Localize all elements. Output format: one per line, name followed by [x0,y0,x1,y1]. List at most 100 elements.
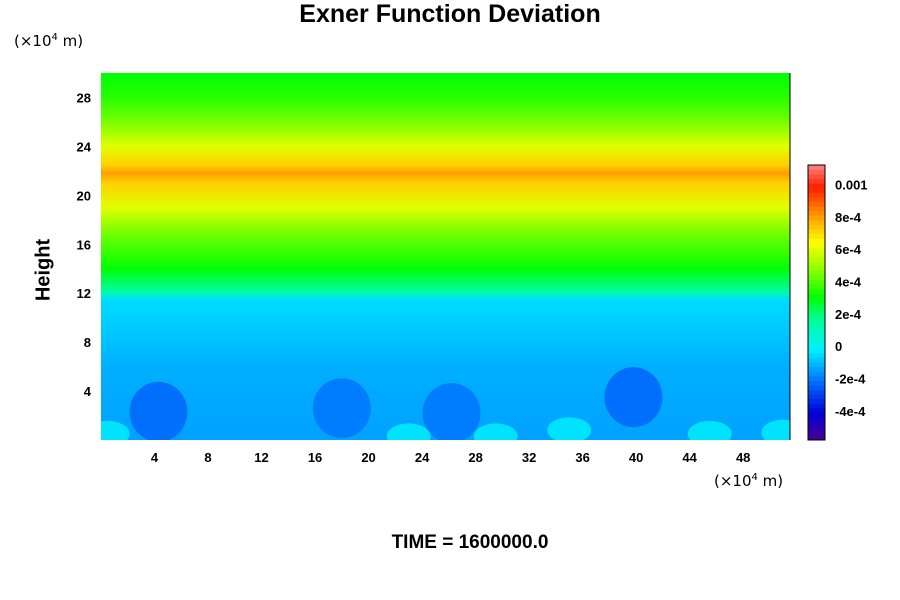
colorbar-band [808,417,825,423]
field-features [101,367,790,440]
colorbar-band [808,339,825,345]
colorbar-band [808,352,825,358]
y-tick-labels: 4 8 12 16 20 24 28 [77,90,92,399]
field-max-6 [473,423,518,440]
colorbar-band [808,307,825,313]
colorbar-band [808,229,825,235]
colorbar-band [808,320,825,326]
x-unit-suffix: m) [757,472,784,490]
colorbar-tick-label: 6e-4 [835,242,862,257]
colorbar-band [808,334,825,340]
colorbar-band [808,316,825,322]
colorbar-band [808,366,825,372]
colorbar-band [808,165,825,170]
colorbar-band [808,293,825,299]
colorbar: -4e-4 -2e-4 0 2e-4 4e-4 6e-4 8e-4 0.001 [807,164,868,441]
field-min-2 [422,383,481,440]
field-max-4 [101,420,130,440]
field-background [101,73,790,440]
y-tick-label: 12 [77,286,91,301]
colorbar-band [808,407,825,413]
colorbar-band [808,201,825,207]
colorbar-tick-label: -2e-4 [835,372,866,387]
field-min-0 [129,381,188,440]
y-tick-label: 4 [84,384,92,399]
colorbar-band [808,371,825,377]
colorbar-band [808,174,825,180]
colorbar-band [808,394,825,400]
colorbar-band [808,375,825,381]
colorbar-tick-label: -4e-4 [835,404,866,419]
colorbar-band [808,325,825,331]
x-tick-label: 44 [682,450,697,465]
y-unit-prefix: (×10 [14,32,52,50]
colorbar-frame [807,164,826,441]
y-tick-label: 20 [77,188,91,203]
y-unit-suffix: m) [57,32,84,50]
x-tick-label: 4 [151,450,159,465]
x-tick-label: 36 [575,450,589,465]
plot-area [101,73,790,440]
colorbar-band [808,169,825,175]
colorbar-band [808,421,825,427]
colorbar-band [808,297,825,303]
colorbar-tick-label: 0 [835,339,842,354]
field-max-9 [761,419,790,440]
x-tick-labels: 4 8 12 16 20 24 28 32 36 40 44 48 [151,450,751,465]
x-tick-label: 16 [308,450,322,465]
x-unit-exponent: 4 [751,472,758,483]
x-tick-label: 28 [468,450,482,465]
colorbar-band [808,197,825,203]
colorbar-tick-label: 0.001 [835,177,868,192]
y-axis-unit: (×104 m) [14,32,83,50]
colorbar-band [808,343,825,349]
colorbar-band [808,261,825,267]
field-max-5 [386,423,431,440]
colorbar-tick-label: 4e-4 [835,275,862,290]
x-unit-prefix: (×10 [714,472,752,490]
y-unit-exponent: 4 [51,32,58,43]
colorbar-tick-label: 2e-4 [835,307,862,322]
colorbar-band [808,252,825,258]
colorbar-band [808,357,825,363]
colorbar-band [808,256,825,262]
colorbar-band [808,430,825,436]
colorbar-band [808,330,825,335]
field-max-8 [687,420,732,440]
colorbar-band [808,247,825,253]
colorbar-band [808,348,825,354]
x-tick-label: 24 [415,450,430,465]
y-tick-label: 24 [77,139,92,154]
colorbar-band [808,362,825,368]
colorbar-band [808,311,825,317]
x-tick-label: 8 [204,450,211,465]
colorbar-band [808,435,825,441]
colorbar-band [808,270,825,276]
y-tick-label: 8 [84,335,91,350]
colorbar-band [808,224,825,230]
colorbar-band [808,187,825,193]
colorbar-band [808,302,825,308]
colorbar-band [808,426,825,432]
colorbar-band [808,178,825,184]
colorbar-band [808,220,825,225]
x-tick-label: 48 [736,450,750,465]
time-label: TIME = 1600000.0 [391,532,549,553]
colorbar-tick-label: 8e-4 [835,210,862,225]
field-max-7 [547,417,592,440]
colorbar-band [808,192,825,198]
colorbar-band [808,403,825,409]
colorbar-band [808,398,825,404]
colorbar-band [808,275,825,280]
field-min-3 [604,367,663,428]
chart-title: Exner Function Deviation [299,0,601,28]
colorbar-band [808,380,825,386]
colorbar-band [808,279,825,285]
colorbar-band [808,183,825,189]
colorbar-band [808,238,825,244]
y-tick-label: 16 [77,237,91,252]
colorbar-band [808,265,825,271]
colorbar-band [808,242,825,248]
field-min-1 [312,378,371,439]
